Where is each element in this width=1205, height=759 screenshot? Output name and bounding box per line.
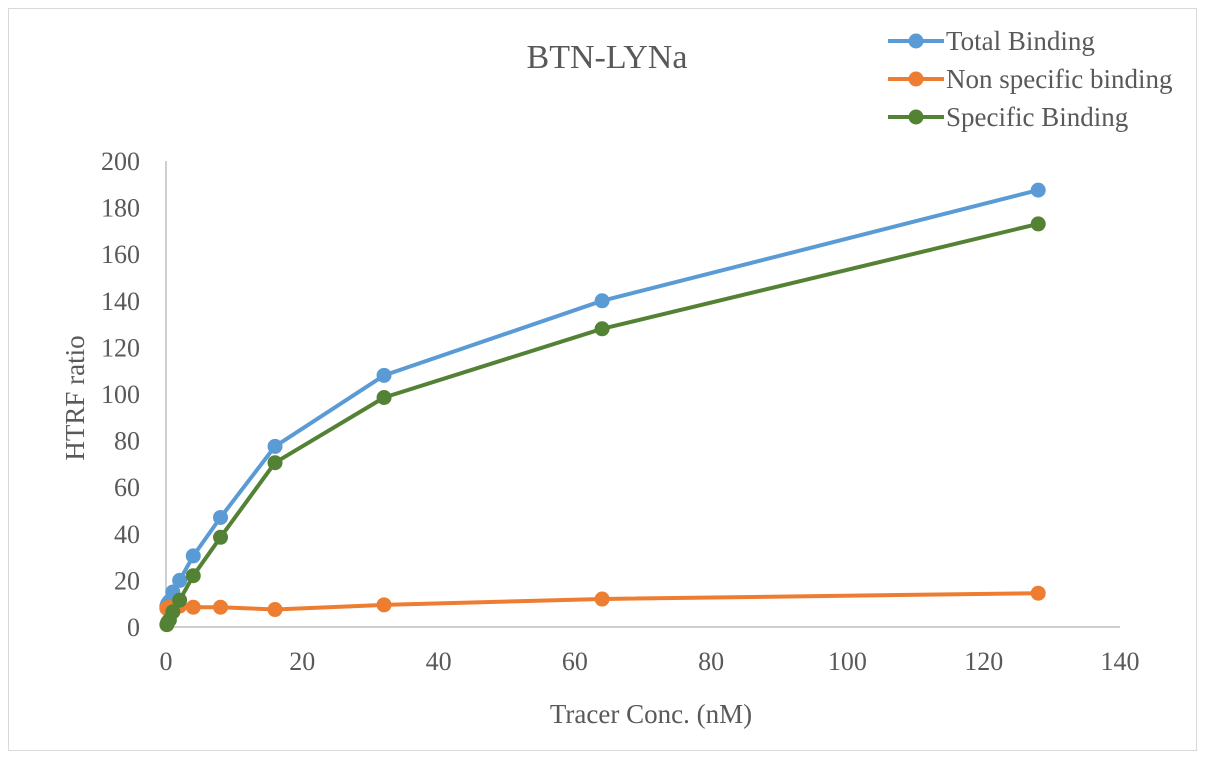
- y-tick-label: 40: [114, 520, 140, 549]
- y-axis-title: HTRF ratio: [60, 335, 90, 460]
- series-1: [159, 585, 1046, 618]
- y-tick-label: 140: [101, 287, 140, 316]
- legend-label: Specific Binding: [946, 102, 1128, 132]
- axes: 0 20 40 60 80 100 120 140 0 20 40 60 80 100 120 140 160 1…: [101, 147, 1140, 676]
- data-point: [172, 592, 188, 608]
- data-point: [267, 438, 283, 454]
- data-point: [213, 529, 229, 545]
- data-point: [594, 293, 610, 309]
- y-tick-label: 0: [127, 613, 140, 642]
- legend-marker: [908, 33, 924, 49]
- data-point: [1030, 182, 1046, 198]
- data-point: [594, 591, 610, 607]
- x-tick-label: 60: [562, 647, 588, 676]
- series-line: [164, 221, 1041, 627]
- legend-marker: [908, 71, 924, 87]
- y-tick-label: 200: [101, 147, 140, 176]
- y-tick-label: 80: [114, 427, 140, 456]
- x-tick-label: 120: [964, 647, 1003, 676]
- y-tick-label: 120: [101, 333, 140, 362]
- series-line: [164, 188, 1041, 608]
- x-tick-label: 0: [160, 647, 173, 676]
- x-tick-label: 20: [289, 647, 315, 676]
- y-tick-label: 20: [114, 566, 140, 595]
- data-point: [185, 548, 201, 564]
- data-point: [185, 568, 201, 584]
- legend: Total Binding Non specific binding Specifi…: [888, 26, 1172, 132]
- chart-title: BTN-LYNa: [527, 39, 688, 76]
- data-point: [267, 602, 283, 618]
- data-point: [1030, 216, 1046, 232]
- legend-marker: [908, 109, 924, 125]
- x-tick-label: 140: [1101, 647, 1140, 676]
- data-point: [172, 572, 188, 588]
- y-tick-label: 160: [101, 240, 140, 269]
- plot-area: [159, 182, 1046, 633]
- data-point: [165, 604, 181, 620]
- series-2: [159, 216, 1046, 633]
- data-point: [376, 367, 392, 383]
- x-tick-label: 80: [698, 647, 724, 676]
- legend-item: Non specific binding: [888, 64, 1172, 94]
- data-point: [213, 509, 229, 525]
- data-point: [213, 599, 229, 615]
- legend-item: Specific Binding: [888, 102, 1128, 132]
- data-point: [1030, 585, 1046, 601]
- legend-label: Total Binding: [946, 26, 1095, 56]
- data-point: [376, 389, 392, 405]
- series-0: [159, 182, 1046, 614]
- y-tick-label: 100: [101, 380, 140, 409]
- y-tick-label: 60: [114, 473, 140, 502]
- data-point: [267, 455, 283, 471]
- legend-item: Total Binding: [888, 26, 1095, 56]
- x-tick-label: 100: [828, 647, 867, 676]
- x-tick-label: 40: [426, 647, 452, 676]
- legend-label: Non specific binding: [946, 64, 1172, 94]
- x-axis-title: Tracer Conc. (nM): [550, 699, 752, 729]
- data-point: [594, 321, 610, 337]
- y-tick-label: 180: [101, 194, 140, 223]
- data-point: [376, 597, 392, 613]
- data-point: [185, 599, 201, 615]
